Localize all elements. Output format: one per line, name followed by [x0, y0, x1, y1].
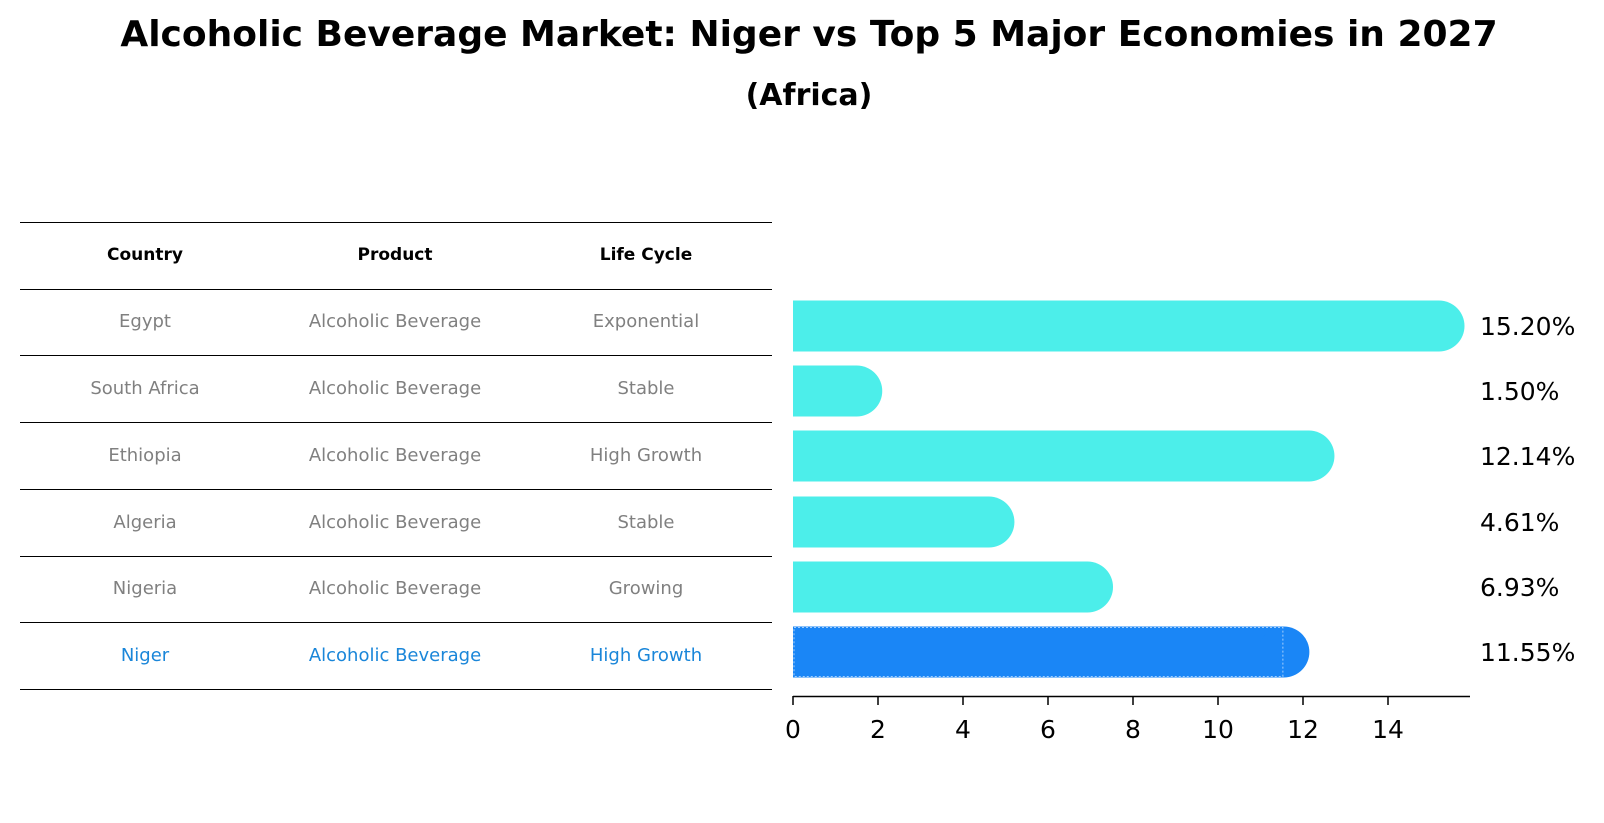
table-cell: Alcoholic Beverage	[308, 377, 482, 399]
table-cell: Egypt	[119, 311, 171, 332]
bar-value-label: 11.55%	[1480, 638, 1575, 667]
bar-cap	[1413, 300, 1465, 352]
table-header-cell: Life Cycle	[599, 245, 693, 265]
bar-cap	[1258, 626, 1310, 678]
x-tick-label: 10	[1202, 715, 1234, 744]
table-cell: Niger	[120, 644, 170, 666]
table-rule	[20, 355, 772, 356]
bar-value-label: 15.20%	[1480, 312, 1575, 341]
bar-value-label: 6.93%	[1480, 573, 1559, 602]
table-cell: Algeria	[113, 511, 177, 533]
x-tick-label: 8	[1125, 715, 1141, 744]
bar	[793, 626, 1284, 678]
table-rule	[20, 556, 772, 557]
table-cell: Stable	[617, 377, 675, 399]
bar-value-label: 12.14%	[1480, 442, 1575, 471]
table-cell: Ethiopia	[108, 444, 182, 466]
bar-cap	[1283, 430, 1335, 482]
bar	[793, 300, 1439, 352]
table-rule	[20, 622, 772, 623]
chart-subtitle: (Africa)	[745, 78, 873, 113]
bar	[793, 430, 1309, 482]
bar-highlight-outline	[793, 627, 1284, 677]
x-tick-label: 2	[870, 715, 886, 744]
bar	[793, 561, 1088, 613]
table-rule	[20, 289, 772, 290]
table-cell: Alcoholic Beverage	[308, 511, 482, 533]
table-cell: Alcoholic Beverage	[308, 444, 482, 466]
bar	[793, 496, 989, 548]
bar-cap	[963, 496, 1015, 548]
table-cell: Alcoholic Beverage	[308, 311, 482, 332]
chart-title: Alcoholic Beverage Market: Niger vs Top …	[120, 14, 1498, 55]
x-tick-label: 0	[785, 715, 801, 744]
table-rule	[20, 689, 772, 690]
table-rule	[20, 222, 772, 223]
bar-cap	[831, 365, 883, 417]
x-tick-label: 14	[1372, 715, 1404, 744]
bar-value-label: 1.50%	[1480, 377, 1559, 406]
x-tick-label: 6	[1040, 715, 1056, 744]
table-cell: Growing	[608, 578, 684, 599]
table-cell: South Africa	[90, 377, 200, 399]
x-tick-label: 12	[1287, 715, 1319, 744]
table-cell: Stable	[617, 511, 675, 533]
x-tick-label: 4	[955, 715, 971, 744]
table-cell: Alcoholic Beverage	[308, 578, 482, 599]
bar-cap	[1062, 561, 1114, 613]
table-cell: High Growth	[589, 644, 703, 666]
table-rule	[20, 422, 772, 423]
table-header-cell: Product	[357, 245, 433, 265]
table-cell: High Growth	[589, 444, 703, 466]
table-cell: Nigeria	[112, 578, 178, 599]
table-rule	[20, 489, 772, 490]
bar-value-label: 4.61%	[1480, 508, 1559, 537]
table-cell: Exponential	[592, 311, 700, 332]
table-header-cell: Country	[107, 245, 183, 265]
table-cell: Alcoholic Beverage	[308, 644, 482, 666]
